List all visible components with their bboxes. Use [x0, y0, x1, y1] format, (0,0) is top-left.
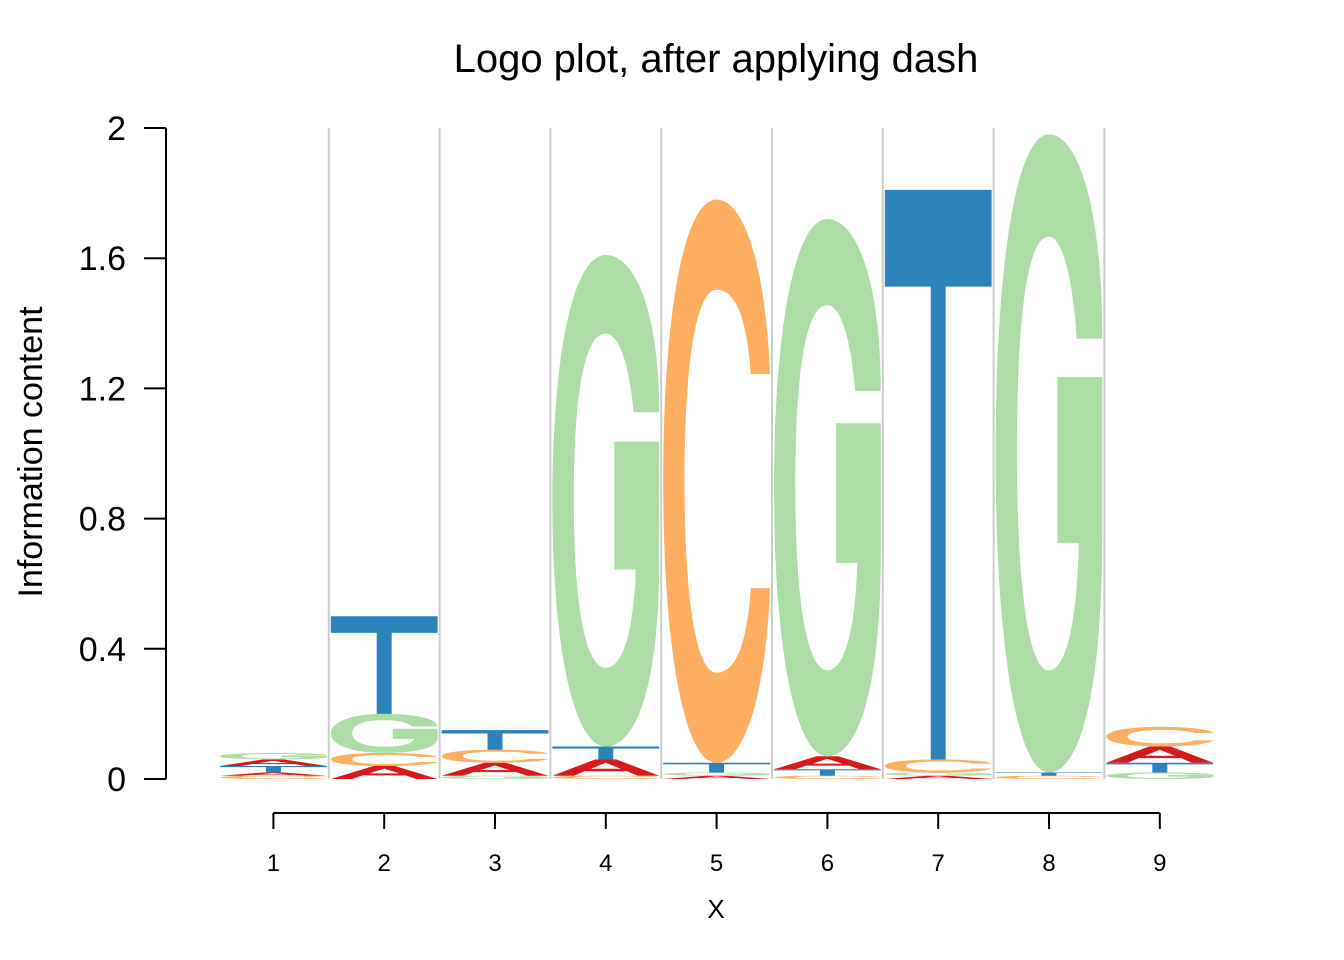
logo-letter-A — [552, 759, 660, 776]
grid-lines — [327, 128, 1106, 779]
chart-title: Logo plot, after applying dash — [454, 37, 979, 81]
x-tick-label: 6 — [821, 850, 834, 877]
logo-letter-T — [220, 765, 327, 773]
logo-letter-C — [995, 775, 1103, 779]
logo-letter-A — [220, 759, 327, 766]
logo-letter-A — [220, 772, 327, 776]
x-tick-label: 1 — [267, 850, 280, 877]
x-axis: 1 2 3 4 5 6 7 8 9 — [267, 812, 1166, 877]
logo-letter-G — [330, 713, 438, 753]
logo-letter-G — [441, 775, 549, 779]
logo-letter-T — [441, 730, 549, 750]
logo-letter-G — [774, 219, 881, 757]
logo-letter-C — [774, 775, 881, 779]
x-tick-label: 4 — [599, 850, 612, 877]
logo-letter-G — [552, 254, 660, 747]
y-axis-label: Information content — [12, 306, 50, 598]
logo-letter-G — [995, 134, 1103, 773]
logo-letter-C — [884, 759, 992, 773]
logo-letter-T — [995, 772, 1103, 776]
x-tick-label: 8 — [1042, 850, 1055, 877]
logo-letter-C — [220, 775, 327, 779]
logo-letter-T — [884, 189, 992, 760]
logo-letter-G — [1106, 772, 1214, 779]
logo-letter-T — [663, 762, 770, 773]
x-tick-label: 5 — [710, 850, 723, 877]
y-tick-label: 1.6 — [79, 240, 126, 278]
letter-stacks — [220, 134, 1214, 779]
logo-letter-A — [1106, 746, 1214, 763]
y-tick-label: 0.4 — [79, 631, 126, 669]
x-tick-label: 3 — [488, 850, 501, 877]
y-tick-label: 0.8 — [79, 501, 126, 539]
logo-letter-T — [552, 746, 660, 760]
logo-letter-G — [884, 772, 992, 776]
logo-letter-A — [774, 756, 881, 770]
y-tick-label: 1.2 — [79, 370, 126, 408]
logo-letter-T — [774, 769, 881, 776]
y-tick-label: 0 — [107, 761, 126, 799]
logo-letter-C — [330, 752, 438, 766]
x-tick-label: 7 — [932, 850, 945, 877]
x-tick-label: 9 — [1153, 850, 1166, 877]
logo-letter-A — [663, 775, 770, 779]
logo-letter-T — [330, 616, 438, 714]
logo-letter-A — [330, 765, 438, 779]
x-axis-label: X — [707, 894, 724, 924]
logo-letter-C — [1106, 726, 1214, 747]
logo-letter-T — [1106, 762, 1214, 773]
logo-letter-A — [441, 762, 549, 776]
logo-letter-C — [552, 775, 660, 779]
x-tick-label: 2 — [378, 850, 391, 877]
logo-letter-G — [663, 772, 770, 776]
logo-letter-A — [884, 775, 992, 779]
logo-letter-G — [220, 752, 327, 760]
logo-letter-C — [663, 199, 770, 763]
y-tick-label: 2 — [107, 110, 126, 148]
logo-letter-C — [441, 749, 549, 763]
y-axis: 0 0.4 0.8 1.2 1.6 2 — [79, 110, 167, 799]
